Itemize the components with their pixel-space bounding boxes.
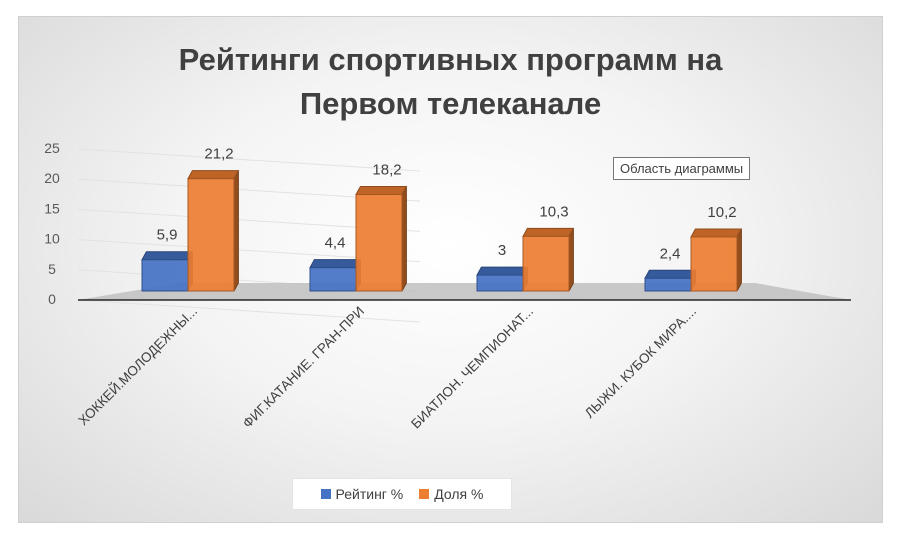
bar-top <box>644 269 697 279</box>
bar-top <box>309 259 362 269</box>
y-tick-label: 5 <box>48 261 56 277</box>
bar-share-3[interactable] <box>690 228 743 292</box>
chart-title-line-1: Рейтинги спортивных программ на <box>178 42 723 77</box>
bar-top <box>187 170 240 180</box>
bar-front <box>141 259 189 292</box>
bar-top <box>141 251 194 261</box>
bar-rating-2[interactable] <box>476 266 529 292</box>
bar-rating-0[interactable] <box>141 251 194 292</box>
bar-top <box>522 227 575 237</box>
data-label: 10,3 <box>539 203 568 220</box>
bar-share-0[interactable] <box>187 170 240 292</box>
y-tick-label: 20 <box>44 170 60 186</box>
legend-swatch-share <box>419 489 430 499</box>
data-label: 10,2 <box>707 204 736 221</box>
legend-label-rating: Рейтинг % <box>335 486 404 502</box>
bar-front <box>309 267 357 292</box>
data-label: 21,2 <box>204 146 233 163</box>
chart-title-line-2: Первом телеканале <box>299 86 602 121</box>
data-label: 4,4 <box>325 235 346 252</box>
bar-share-1[interactable] <box>355 186 408 292</box>
bar-top <box>476 266 529 276</box>
y-tick-label: 10 <box>44 231 60 247</box>
gridline <box>77 148 421 172</box>
bar-rating-3[interactable] <box>644 269 697 292</box>
bar-side <box>736 228 742 292</box>
data-label: 3 <box>498 242 506 259</box>
x-tick-label: ЛЫЖИ. КУБОК МИРА.... <box>582 304 699 421</box>
legend-item-share[interactable]: Доля % <box>419 486 483 502</box>
bar-share-2[interactable] <box>522 227 575 292</box>
chart-title: Рейтинги спортивных программ на Первом т… <box>0 38 901 126</box>
bar-front <box>355 194 403 292</box>
data-label: 2,4 <box>660 245 681 262</box>
gridline <box>77 299 421 323</box>
bar-rating-1[interactable] <box>309 259 362 292</box>
y-tick-label: 0 <box>48 291 56 307</box>
bars[interactable] <box>141 170 743 292</box>
bar-side <box>233 170 239 292</box>
y-tick-label: 15 <box>44 200 60 216</box>
bar-front <box>522 235 570 292</box>
bar-front <box>644 277 692 292</box>
y-tick-label: 25 <box>44 140 60 156</box>
bar-front <box>690 236 738 292</box>
data-labels: 5,9 21,2 4,4 18,2 3 10,3 2,4 10,2 <box>157 146 737 263</box>
legend-item-rating[interactable]: Рейтинг % <box>320 486 404 502</box>
x-tick-label: БИАТЛОН. ЧЕМПИОНАТ... <box>408 304 536 432</box>
x-tick-label: ХОККЕЙ.МОЛОДЕЖНЫ... <box>75 304 200 429</box>
bar-front <box>476 274 524 292</box>
bar-side <box>401 186 407 292</box>
legend[interactable]: Рейтинг % Доля % <box>292 478 512 510</box>
x-tick-label: ФИГ.КАТАНИЕ. ГРАН-ПРИ <box>240 304 367 431</box>
data-label: 5,9 <box>157 227 178 244</box>
bar-front <box>187 178 235 292</box>
y-axis-ticks: 0 5 10 15 20 25 <box>44 140 60 307</box>
bar-top <box>355 186 408 196</box>
legend-swatch-rating <box>320 489 331 499</box>
data-label: 18,2 <box>372 162 401 179</box>
chart-area-tooltip: Область диаграммы <box>613 157 751 180</box>
bar-side <box>568 228 574 292</box>
legend-label-share: Доля % <box>434 486 484 502</box>
bar-top <box>690 228 743 238</box>
x-axis-ticks: ХОККЕЙ.МОЛОДЕЖНЫ... ФИГ.КАТАНИЕ. ГРАН-ПРИ… <box>75 304 699 432</box>
